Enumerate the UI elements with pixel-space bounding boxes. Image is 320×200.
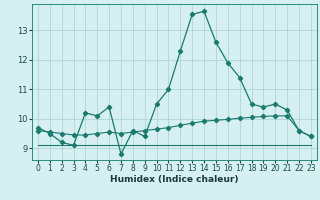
X-axis label: Humidex (Indice chaleur): Humidex (Indice chaleur) <box>110 175 239 184</box>
